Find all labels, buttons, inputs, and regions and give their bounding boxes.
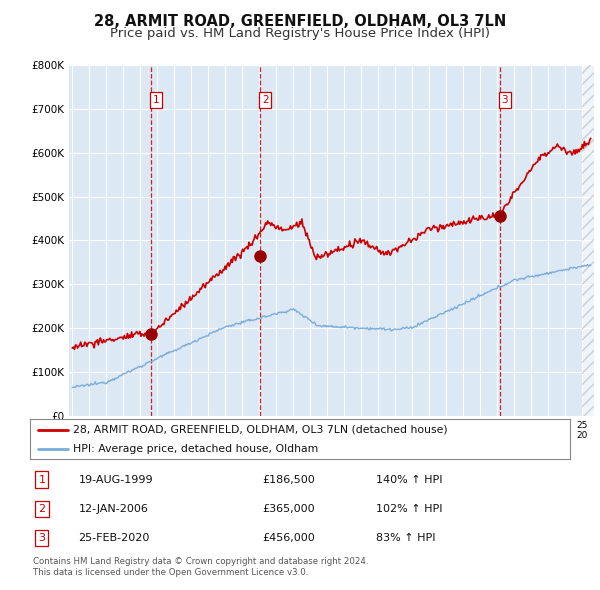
- Text: 140% ↑ HPI: 140% ↑ HPI: [376, 474, 442, 484]
- Text: 102% ↑ HPI: 102% ↑ HPI: [376, 504, 442, 514]
- Text: 83% ↑ HPI: 83% ↑ HPI: [376, 533, 435, 543]
- Text: HPI: Average price, detached house, Oldham: HPI: Average price, detached house, Oldh…: [73, 444, 319, 454]
- Text: 28, ARMIT ROAD, GREENFIELD, OLDHAM, OL3 7LN (detached house): 28, ARMIT ROAD, GREENFIELD, OLDHAM, OL3 …: [73, 425, 448, 435]
- Text: Contains HM Land Registry data © Crown copyright and database right 2024.: Contains HM Land Registry data © Crown c…: [33, 558, 368, 566]
- Text: 28, ARMIT ROAD, GREENFIELD, OLDHAM, OL3 7LN: 28, ARMIT ROAD, GREENFIELD, OLDHAM, OL3 …: [94, 14, 506, 29]
- Text: £186,500: £186,500: [262, 474, 315, 484]
- Text: 2: 2: [262, 95, 268, 105]
- Text: £456,000: £456,000: [262, 533, 315, 543]
- Text: This data is licensed under the Open Government Licence v3.0.: This data is licensed under the Open Gov…: [33, 568, 308, 577]
- Text: 19-AUG-1999: 19-AUG-1999: [79, 474, 153, 484]
- Bar: [582, 65, 599, 416]
- Text: £365,000: £365,000: [262, 504, 315, 514]
- Text: 2: 2: [38, 504, 46, 514]
- Text: 25-FEB-2020: 25-FEB-2020: [79, 533, 150, 543]
- Text: 3: 3: [38, 533, 46, 543]
- Text: Price paid vs. HM Land Registry's House Price Index (HPI): Price paid vs. HM Land Registry's House …: [110, 27, 490, 40]
- Text: 12-JAN-2006: 12-JAN-2006: [79, 504, 148, 514]
- Text: 1: 1: [38, 474, 46, 484]
- Text: 1: 1: [153, 95, 160, 105]
- Text: 3: 3: [502, 95, 508, 105]
